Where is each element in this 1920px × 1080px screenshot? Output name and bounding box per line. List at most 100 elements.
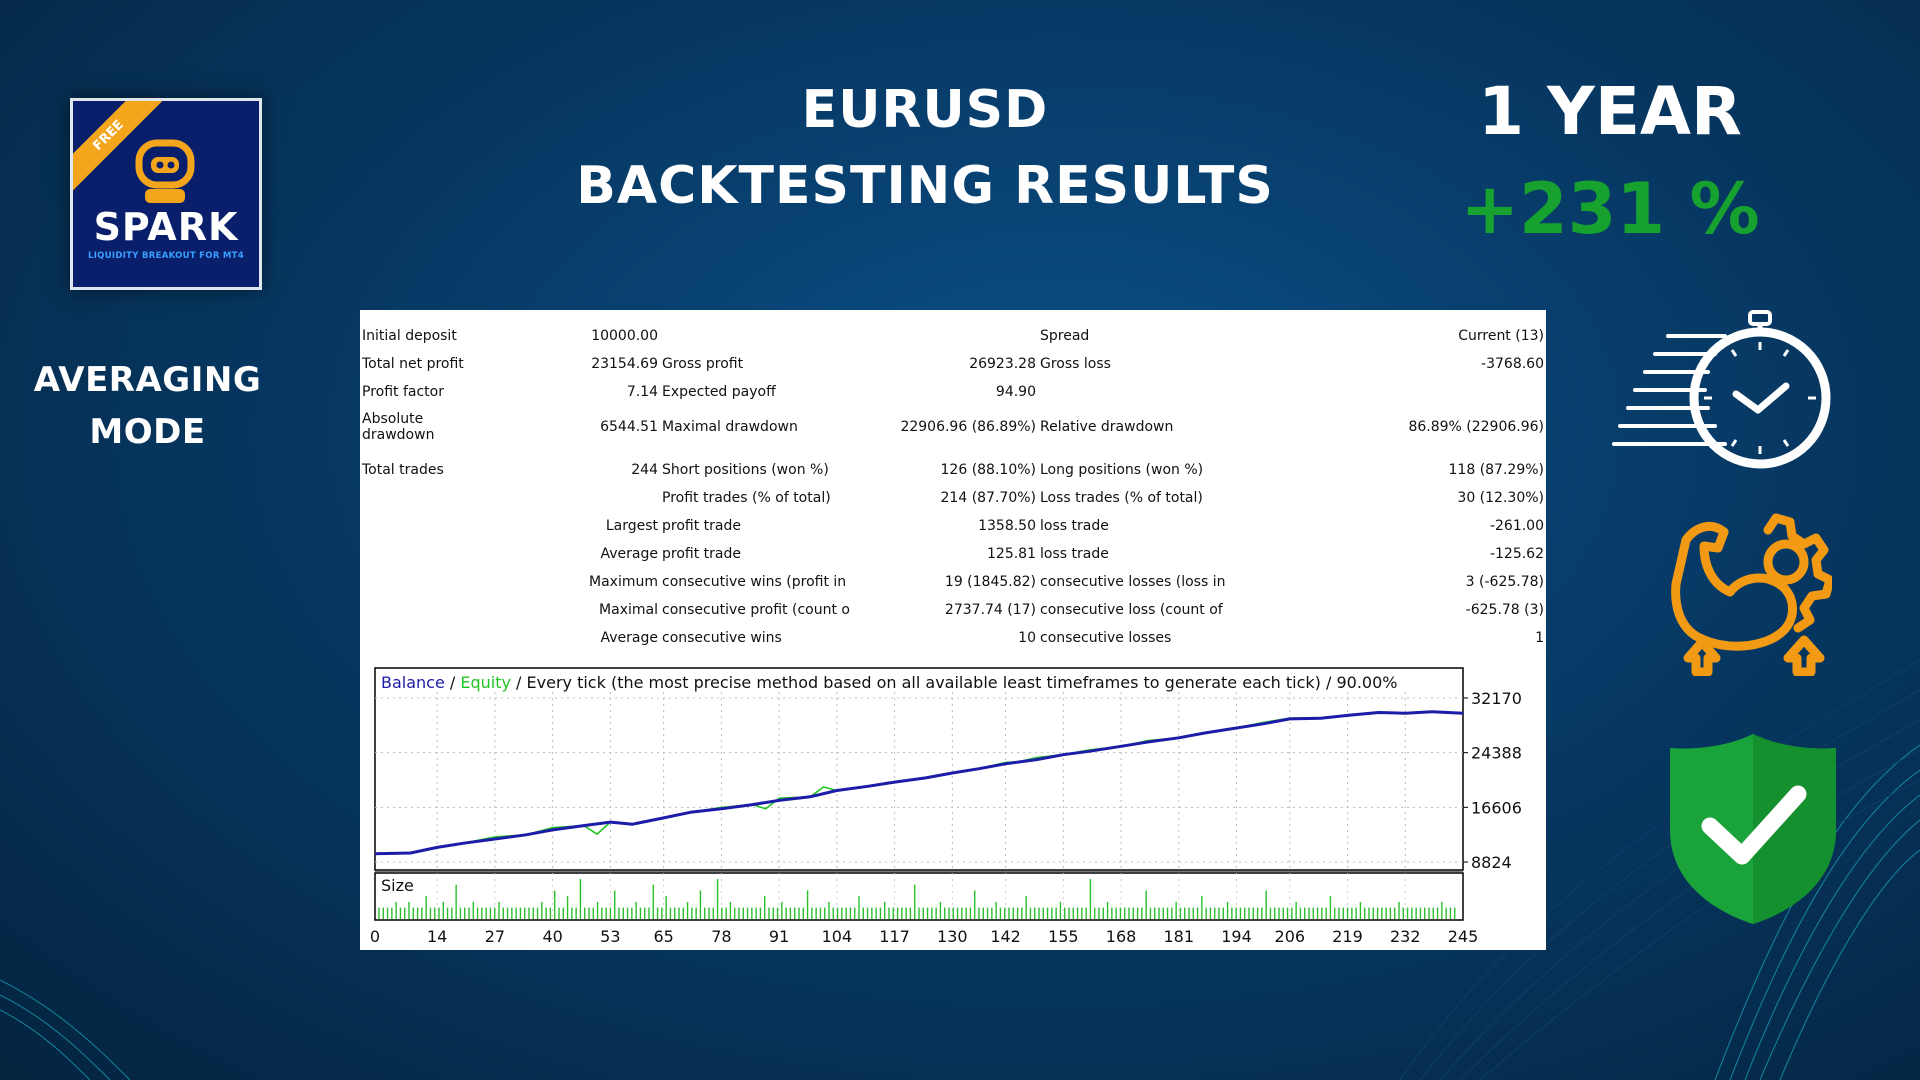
stats-cell: Average: [600, 630, 659, 646]
y-tick-label: 32170: [1471, 689, 1522, 708]
shield-check-icon: [1670, 734, 1836, 924]
title-line-2: BACKTESTING RESULTS: [576, 156, 1274, 216]
chart-plot-frame: [374, 667, 1464, 871]
stats-cell: -3768.60: [1481, 356, 1544, 372]
stats-cell: 94.90: [995, 384, 1036, 400]
stats-cell: -625.78 (3): [1465, 602, 1544, 618]
stats-cell: Total net profit: [362, 356, 464, 372]
stats-cell: Gross profit: [662, 356, 744, 372]
stats-cell: 244: [631, 462, 658, 478]
stats-cell: profit trade: [662, 518, 741, 534]
y-tick-label: 16606: [1471, 798, 1522, 817]
stats-cell: Short positions (won %): [662, 462, 829, 478]
x-tick-label: 142: [990, 927, 1021, 946]
x-tick-label: 104: [822, 927, 853, 946]
stats-cell: Absolute drawdown: [362, 411, 435, 443]
stats-cell: 22906.96 (86.89%): [900, 419, 1036, 435]
stats-cell: Relative drawdown: [1040, 419, 1174, 435]
brand-tagline: LIQUIDITY BREAKOUT FOR MT4: [87, 251, 244, 261]
stats-cell: consecutive wins (profit in money): [662, 574, 850, 590]
stats-row: Average profit trade 125.81 loss trade -125.…: [360, 540, 1546, 568]
stats-cell: 214 (87.70%): [940, 490, 1036, 506]
page-title: EURUSD BACKTESTING RESULTS: [560, 72, 1290, 224]
x-tick-label: 78: [711, 927, 731, 946]
stats-cell: 118 (87.29%): [1448, 462, 1544, 478]
stats-cell: 6544.51: [600, 419, 658, 435]
x-tick-label: 232: [1390, 927, 1421, 946]
stats-row: Absolute drawdown 6544.51 Maximal drawdown…: [360, 406, 1546, 448]
stats-cell: Total trades: [362, 462, 444, 478]
series-line-balance: [374, 710, 1464, 856]
stats-row: Largest profit trade 1358.50 loss trade -261…: [360, 512, 1546, 540]
stats-cell: 125.81: [987, 546, 1036, 562]
mode-label-line-2: MODE: [89, 412, 206, 452]
stats-cell: Spread: [1040, 328, 1090, 344]
legend-sep1: /: [445, 673, 461, 692]
x-tick-label: 53: [600, 927, 620, 946]
spark-logo: FREE SPARK LIQUIDITY BREAKOUT FOR MT4: [70, 98, 262, 290]
x-tick-label: 14: [427, 927, 447, 946]
stats-cell: consecutive wins: [662, 630, 782, 646]
stats-cell: 1358.50: [978, 518, 1036, 534]
stats-cell: 1: [1535, 630, 1544, 646]
stats-cell: 7.14: [626, 384, 658, 400]
stats-cell: Gross loss: [1040, 356, 1111, 372]
stats-cell: Maximal drawdown: [662, 419, 798, 435]
legend-balance: Balance: [381, 673, 445, 692]
stats-cell: 10: [1018, 630, 1036, 646]
x-tick-label: 27: [485, 927, 505, 946]
stats-cell: 86.89% (22906.96): [1408, 419, 1544, 435]
mode-label: AVERAGING MODE: [20, 354, 275, 458]
x-tick-label: 168: [1106, 927, 1137, 946]
y-tick-label: 24388: [1471, 744, 1522, 763]
stats-cell: 23154.69: [591, 356, 658, 372]
stats-cell: consecutive profit (count of wins): [662, 602, 850, 618]
legend-equity: Equity: [460, 673, 511, 692]
x-tick-label: 206: [1275, 927, 1306, 946]
stats-cell: consecutive losses (loss in money): [1040, 574, 1228, 590]
stats-row: Total trades 244 Short positions (won %) 12…: [360, 456, 1546, 484]
robot-icon: [135, 139, 195, 203]
balance-equity-chart: 32170 24388 16606 8824 0 14 27 40 53 65 78 91 104 117…: [370, 667, 1522, 946]
stats-cell: 126 (88.10%): [940, 462, 1036, 478]
x-tick-label: 155: [1048, 927, 1079, 946]
stats-row: Profit trades (% of total) 214 (87.70%) Lo…: [360, 484, 1546, 512]
x-tick-label: 40: [542, 927, 562, 946]
brand-name: SPARK: [93, 205, 239, 249]
gain-percent: +231 %: [1460, 168, 1760, 250]
chart-legend: Balance / Equity / Every tick (the most …: [381, 673, 1398, 692]
x-tick-label: 0: [370, 927, 380, 946]
stats-cell: Initial deposit: [362, 328, 457, 344]
stats-cell: consecutive loss (count of losses): [1040, 602, 1228, 618]
stats-cell: Largest: [605, 518, 658, 534]
stats-cell: Expected payoff: [662, 384, 776, 400]
x-tick-label: 194: [1221, 927, 1252, 946]
x-tick-label: 245: [1448, 927, 1479, 946]
period-label: 1 YEAR: [1478, 73, 1742, 150]
stats-cell: 10000.00: [591, 328, 658, 344]
legend-rest: / Every tick (the most precise method ba…: [511, 673, 1398, 692]
stats-cell: loss trade: [1040, 518, 1109, 534]
x-tick-label: 181: [1164, 927, 1195, 946]
x-tick-label: 91: [769, 927, 789, 946]
stats-cell: 26923.28: [969, 356, 1036, 372]
strong-arm-gear-icon: [1671, 513, 1832, 676]
stats-cell: Profit factor: [362, 384, 444, 400]
x-tick-label: 117: [879, 927, 910, 946]
stats-row: Average consecutive wins 10 consecutive los…: [360, 624, 1546, 652]
stats-cell: 2737.74 (17): [944, 602, 1036, 618]
mode-label-line-1: AVERAGING: [33, 360, 262, 400]
stats-cell: 30 (12.30%): [1457, 490, 1544, 506]
x-tick-label: 130: [937, 927, 968, 946]
stats-row: Total net profit 23154.69 Gross profit 2692…: [360, 350, 1546, 378]
stats-cell: Long positions (won %): [1040, 462, 1204, 478]
y-tick-label: 8824: [1471, 853, 1512, 872]
stats-cell: profit trade: [662, 546, 741, 562]
stats-cell: Profit trades (% of total): [662, 490, 831, 506]
stats-cell: Average: [600, 546, 659, 562]
stats-cell: Current (13): [1458, 328, 1544, 344]
stats-cell: loss trade: [1040, 546, 1109, 562]
x-tick-label: 65: [653, 927, 673, 946]
size-label: Size: [381, 876, 414, 895]
